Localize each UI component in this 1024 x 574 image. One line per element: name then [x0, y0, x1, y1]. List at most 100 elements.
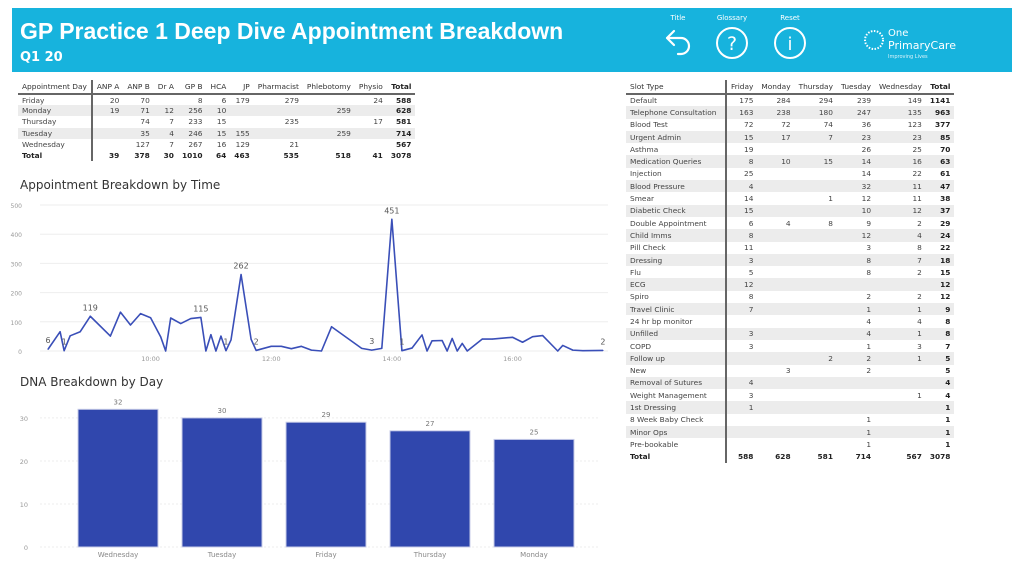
table-cell: Friday — [18, 94, 93, 106]
data-point — [119, 311, 122, 313]
table-cell: 3 — [917, 341, 922, 351]
column-header[interactable]: Slot Type — [626, 80, 727, 94]
table-cell — [154, 94, 178, 105]
data-label: 27 — [426, 420, 435, 428]
table-cell: 9 — [866, 218, 872, 228]
column-header[interactable]: Phlebotomy — [306, 82, 351, 91]
logo-line2: PrimaryCare — [888, 39, 956, 52]
table-row: Monday 19 71 12 256 10 259 628 — [18, 105, 416, 117]
y-tick-label: 100 — [11, 320, 23, 327]
total-cell: 588 — [737, 452, 754, 462]
table-cell — [836, 278, 876, 291]
table-cell — [757, 414, 794, 426]
table-cell: 5 — [925, 352, 955, 365]
table-cell: 74 — [823, 120, 833, 130]
table-cell: 12 — [726, 278, 758, 291]
table-cell: 1 — [828, 194, 833, 204]
column-header[interactable]: Monday — [761, 82, 791, 91]
table-row: Minor Ops 1 1 — [626, 426, 955, 439]
column-header[interactable]: ANP A — [96, 82, 120, 91]
column-header[interactable]: JP — [243, 82, 250, 91]
table-row: Blood Test 72 72 74 36 123 377 — [626, 118, 954, 131]
table-row: Default 175 284 294 239 149 1141 — [626, 94, 954, 107]
bar — [493, 438, 575, 548]
table-cell: 377 — [934, 120, 951, 130]
table-cell — [757, 266, 794, 278]
table-cell: Weight Management — [626, 389, 727, 402]
table-cell — [726, 365, 757, 377]
table-cell: Asthma — [626, 143, 727, 156]
column-header[interactable]: Physio — [358, 82, 383, 91]
glossary-button[interactable]: Glossary ? — [707, 14, 757, 60]
table-cell: 4 — [726, 376, 758, 390]
column-header[interactable]: Dr A — [157, 82, 174, 91]
column-header[interactable]: Thursday — [798, 82, 833, 91]
table-cell — [795, 168, 837, 180]
bar — [285, 421, 367, 548]
data-point — [139, 313, 142, 315]
category-label: Friday — [315, 551, 336, 559]
table-cell: 247 — [836, 106, 876, 119]
table-cell: 175 — [739, 96, 754, 106]
column-header[interactable]: Pharmacist — [257, 82, 299, 91]
data-label: 119 — [83, 303, 98, 312]
data-point — [59, 331, 61, 333]
table-cell — [354, 105, 387, 117]
table-cell: 61 — [940, 169, 951, 179]
data-point — [240, 273, 242, 276]
total-cell: 3078 — [390, 151, 412, 161]
table-row: Injection 25 14 22 61 — [626, 167, 954, 181]
column-header[interactable]: Tuesday — [840, 82, 872, 91]
table-cell: 10 — [836, 204, 876, 217]
table-cell: 10 — [206, 105, 231, 117]
bar — [181, 417, 263, 548]
column-header[interactable]: ANP B — [127, 82, 150, 91]
table-cell — [795, 143, 837, 155]
table-cell: 3 — [726, 327, 758, 340]
column-header[interactable]: Friday — [731, 82, 754, 91]
data-point — [426, 350, 428, 352]
table-cell: 20 — [109, 95, 120, 105]
table-cell — [837, 389, 875, 401]
column-header[interactable]: Appointment Day — [18, 80, 93, 94]
logo-tagline: Improving Lives — [888, 54, 928, 60]
table-cell: 24 — [925, 229, 955, 242]
total-cell: 567 — [906, 452, 922, 462]
table-cell: 4 — [866, 316, 872, 326]
column-header[interactable]: Total — [930, 82, 951, 91]
y-tick-label: 0 — [18, 349, 22, 356]
data-point — [69, 335, 71, 337]
table-cell — [757, 401, 795, 414]
column-header[interactable]: Wednesday — [879, 82, 922, 91]
total-row: Total 588 628 581 714 567 3078 — [626, 450, 954, 463]
question-circle-icon: ? — [716, 27, 748, 59]
table-cell: 1 — [726, 401, 758, 414]
table-cell: 8 — [866, 267, 872, 277]
back-arrow-icon — [665, 29, 691, 56]
table-row: Follow up 2 2 1 5 — [626, 352, 955, 365]
table-cell — [795, 242, 837, 254]
table-cell — [875, 426, 926, 439]
table-cell — [875, 278, 926, 291]
column-header[interactable]: HCA — [210, 82, 227, 91]
table-cell — [757, 352, 795, 365]
data-label: 1 — [223, 338, 228, 347]
table-cell: 8 — [726, 155, 758, 168]
table-cell: 25 — [912, 144, 922, 154]
reset-button[interactable]: Reset i — [765, 14, 815, 60]
table-cell: 8 — [726, 229, 758, 242]
y-tick-label: 200 — [11, 291, 23, 298]
table-cell: 7 — [875, 253, 926, 267]
title-button[interactable]: Title — [653, 14, 703, 60]
column-header[interactable]: Total — [391, 82, 412, 91]
data-label: 25 — [530, 428, 539, 436]
appointment-day-table: Appointment Day ANP A ANP B Dr A GP B HCA JP Ph… — [18, 80, 416, 162]
table-cell: Smear — [626, 192, 727, 205]
column-header[interactable]: GP B — [184, 82, 203, 91]
table-cell — [303, 139, 355, 150]
table-cell — [91, 127, 124, 139]
table-row: Urgent Admin 15 17 7 23 23 85 — [626, 130, 955, 144]
table-cell — [794, 327, 837, 340]
data-point — [310, 349, 313, 351]
table-cell: 72 — [781, 120, 791, 130]
